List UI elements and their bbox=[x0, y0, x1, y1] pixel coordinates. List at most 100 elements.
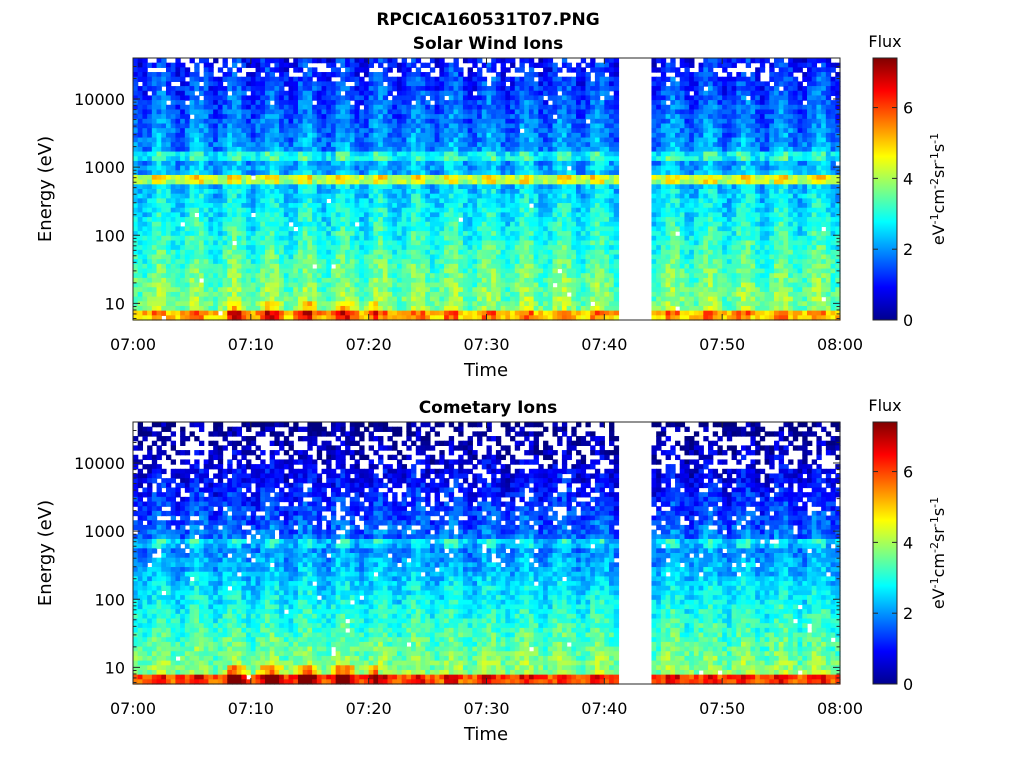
heatmap-cell bbox=[303, 175, 308, 180]
heatmap-cell bbox=[322, 86, 327, 91]
heatmap-cell bbox=[388, 259, 393, 264]
heatmap-cell bbox=[543, 306, 548, 311]
heatmap-cell bbox=[223, 259, 228, 264]
heatmap-cell bbox=[373, 152, 378, 157]
heatmap-cell bbox=[274, 91, 279, 96]
heatmap-cell bbox=[505, 133, 510, 138]
heatmap-cell bbox=[458, 128, 463, 133]
heatmap-cell bbox=[501, 184, 506, 189]
heatmap-cell bbox=[213, 297, 218, 302]
heatmap-cell bbox=[515, 105, 520, 110]
heatmap-cell bbox=[378, 142, 383, 147]
heatmap-cell bbox=[529, 138, 534, 143]
heatmap-cell bbox=[185, 133, 190, 138]
heatmap-cell bbox=[251, 86, 256, 91]
heatmap-cell bbox=[241, 114, 246, 119]
heatmap-cell bbox=[562, 109, 567, 114]
heatmap-cell bbox=[190, 147, 195, 152]
heatmap-cell bbox=[472, 226, 477, 231]
heatmap-cell bbox=[336, 212, 341, 217]
heatmap-cell bbox=[491, 124, 496, 129]
heatmap-cell bbox=[293, 236, 298, 241]
heatmap-cell bbox=[392, 255, 397, 260]
heatmap-cell bbox=[402, 292, 407, 297]
heatmap-cell bbox=[402, 114, 407, 119]
heatmap-cell bbox=[543, 175, 548, 180]
heatmap-cell bbox=[444, 77, 449, 82]
heatmap-cell bbox=[260, 63, 265, 68]
heatmap-cell bbox=[439, 58, 444, 63]
heatmap-cell bbox=[133, 189, 138, 194]
heatmap-cell bbox=[538, 306, 543, 311]
heatmap-cell bbox=[190, 273, 195, 278]
heatmap-cell bbox=[355, 180, 360, 185]
heatmap-cell bbox=[501, 222, 506, 227]
heatmap-cell bbox=[567, 109, 572, 114]
heatmap-cell bbox=[293, 189, 298, 194]
heatmap-cell bbox=[458, 259, 463, 264]
heatmap-cell bbox=[298, 189, 303, 194]
heatmap-cell bbox=[194, 133, 199, 138]
heatmap-cell bbox=[402, 245, 407, 250]
heatmap-cell bbox=[411, 231, 416, 236]
heatmap-cell bbox=[232, 105, 237, 110]
heatmap-cell bbox=[326, 283, 331, 288]
heatmap-cell bbox=[430, 250, 435, 255]
heatmap-cell bbox=[557, 203, 562, 208]
heatmap-cell bbox=[425, 180, 430, 185]
heatmap-cell bbox=[312, 156, 317, 161]
heatmap-cell bbox=[133, 95, 138, 100]
heatmap-cell bbox=[369, 105, 374, 110]
heatmap-cell bbox=[194, 283, 199, 288]
heatmap-cell bbox=[439, 301, 444, 306]
heatmap-cell bbox=[260, 198, 265, 203]
heatmap-cell bbox=[232, 119, 237, 124]
heatmap-cell bbox=[326, 152, 331, 157]
heatmap-cell bbox=[265, 175, 270, 180]
heatmap-cell bbox=[463, 138, 468, 143]
heatmap-cell bbox=[284, 105, 289, 110]
heatmap-cell bbox=[562, 180, 567, 185]
heatmap-cell bbox=[496, 142, 501, 147]
heatmap-cell bbox=[190, 217, 195, 222]
heatmap-cell bbox=[449, 124, 454, 129]
heatmap-cell bbox=[406, 269, 411, 274]
heatmap-cell bbox=[265, 198, 270, 203]
heatmap-cell bbox=[472, 81, 477, 86]
heatmap-cell bbox=[501, 95, 506, 100]
heatmap-cell bbox=[289, 273, 294, 278]
heatmap-cell bbox=[270, 278, 275, 283]
heatmap-cell bbox=[392, 180, 397, 185]
heatmap-cell bbox=[364, 147, 369, 152]
heatmap-cell bbox=[241, 100, 246, 105]
heatmap-cell bbox=[256, 208, 261, 213]
heatmap-cell bbox=[208, 203, 213, 208]
heatmap-cell bbox=[161, 198, 166, 203]
heatmap-cell bbox=[298, 100, 303, 105]
heatmap-cell bbox=[322, 264, 327, 269]
heatmap-cell bbox=[369, 128, 374, 133]
heatmap-cell bbox=[157, 208, 162, 213]
heatmap-cell bbox=[270, 156, 275, 161]
heatmap-cell bbox=[208, 91, 213, 96]
heatmap-cell bbox=[194, 278, 199, 283]
heatmap-cell bbox=[166, 306, 171, 311]
heatmap-cell bbox=[166, 180, 171, 185]
heatmap-cell bbox=[524, 245, 529, 250]
heatmap-cell bbox=[218, 292, 223, 297]
heatmap-cell bbox=[199, 175, 204, 180]
heatmap-cell bbox=[552, 259, 557, 264]
heatmap-cell bbox=[190, 259, 195, 264]
heatmap-cell bbox=[383, 119, 388, 124]
heatmap-cell bbox=[369, 208, 374, 213]
heatmap-cell bbox=[303, 301, 308, 306]
heatmap-cell bbox=[218, 184, 223, 189]
heatmap-cell bbox=[416, 250, 421, 255]
heatmap-cell bbox=[166, 67, 171, 72]
heatmap-cell bbox=[213, 292, 218, 297]
heatmap-cell bbox=[340, 133, 345, 138]
heatmap-cell bbox=[274, 63, 279, 68]
heatmap-cell bbox=[307, 184, 312, 189]
heatmap-cell bbox=[284, 259, 289, 264]
heatmap-cell bbox=[543, 166, 548, 171]
